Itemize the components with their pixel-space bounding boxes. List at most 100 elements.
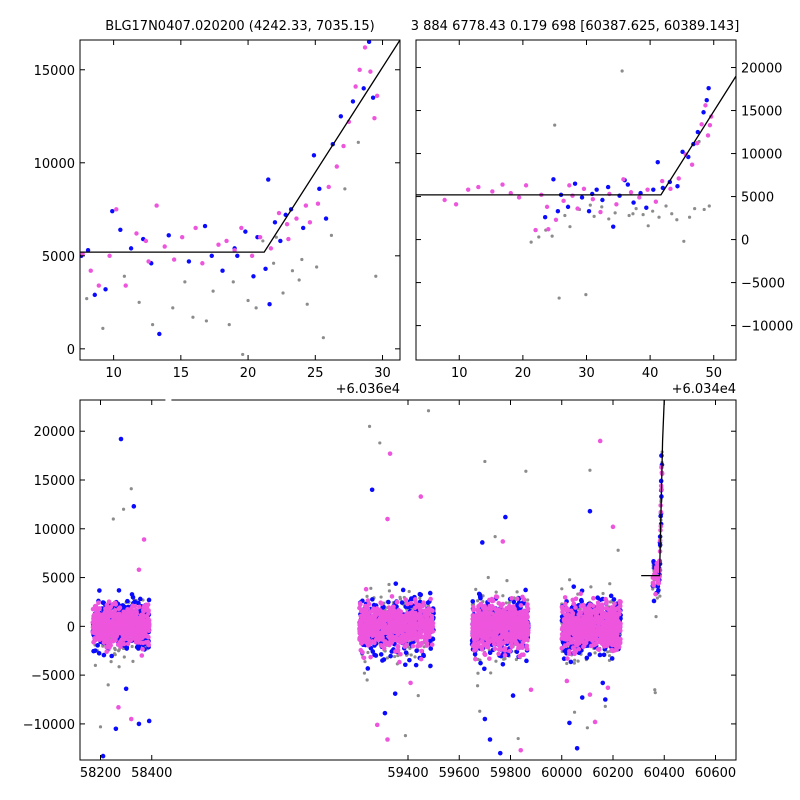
full-light-curve-magenta-point [430, 629, 436, 634]
zoom-right-ytick-label: 20000 [741, 62, 782, 77]
zoom-left-gray-point [290, 269, 295, 273]
full-light-curve-gray-point [606, 650, 610, 654]
full-light-curve-gray-outlier [416, 694, 420, 698]
full-light-curve-magenta-point [96, 600, 101, 606]
full-light-curve-magenta-point [391, 607, 397, 613]
full-light-curve-magenta-point [424, 643, 430, 648]
full-light-curve-magenta-point [485, 638, 491, 644]
full-light-curve-magenta-point [493, 607, 499, 613]
zoom-right-blue-point [701, 110, 706, 115]
full-light-curve-magenta-point [366, 614, 372, 619]
full-light-curve-gray-point [131, 659, 135, 664]
full-light-curve-magenta-point [361, 655, 367, 661]
full-light-curve-magenta-point [138, 621, 144, 627]
zoom-left-magenta-point [179, 235, 185, 240]
full-light-curve-magenta-point [395, 644, 401, 649]
zoom-right-blue-point [605, 184, 611, 190]
full-light-curve-blue-outlier [392, 691, 398, 696]
zoom-left-magenta-point [171, 257, 177, 262]
zoom-left-blue-point [366, 40, 372, 45]
full-light-curve-magenta-point [573, 596, 579, 602]
full-light-curve-magenta-point [403, 597, 409, 602]
zoom-right-magenta-point [544, 204, 550, 210]
full-light-curve-magenta-point [357, 601, 363, 606]
full-light-curve-blue-point [399, 600, 405, 605]
full-light-curve-magenta-point [141, 609, 146, 615]
full-light-curve-gray-point [505, 579, 509, 583]
zoom-left-magenta-point [249, 253, 255, 259]
full-light-curve-gray-outlier [616, 548, 620, 552]
zoom-left-magenta-point [357, 67, 362, 72]
full-light-curve-blue-outlier [146, 718, 152, 724]
full-light-curve-blue-point [388, 653, 393, 659]
full-light-curve-magenta-point [521, 597, 527, 602]
full-light-curve-magenta-point [501, 640, 506, 646]
full-light-curve-blue-point [482, 666, 487, 672]
full-light-curve-magenta-point [401, 618, 406, 624]
full-light-curve-blue-point [97, 588, 102, 593]
full-light-curve-magenta-point [502, 652, 508, 658]
full-light-curve-gray-outlier [129, 487, 133, 491]
full-light-curve-magenta-point [121, 624, 127, 629]
full-light-curve-blue-point [608, 593, 614, 599]
full-light-curve-magenta-point [410, 629, 416, 635]
full-light-curve-magenta-point [364, 610, 370, 616]
full-light-curve-blue-point [409, 596, 414, 601]
zoom-left-blue-point [128, 246, 134, 251]
full-light-curve-magenta-point [511, 632, 517, 638]
zoom-right-magenta-point [707, 122, 713, 128]
zoom-left-blue-point [338, 114, 344, 119]
full-light-curve-magenta-point [112, 601, 118, 606]
full-light-curve-blue-point [595, 595, 600, 600]
full-light-curve-blue-point [472, 651, 478, 657]
zoom-right-magenta-point [476, 184, 481, 190]
full-light-curve-magenta-point [428, 596, 433, 602]
full-light-curve-magenta-point [486, 628, 491, 634]
full-light-curve-blue-outlier [600, 680, 606, 686]
full-light-curve-magenta-point [396, 617, 402, 623]
zoom-right-magenta-point [465, 187, 471, 192]
zoom-left-magenta-point [107, 253, 112, 259]
full-light-curve-magenta-point [613, 617, 618, 623]
zoom-right-blue-point [680, 149, 685, 155]
full-light-curve-blue-outlier [118, 436, 124, 442]
full-light-curve-blue-outlier [136, 721, 142, 727]
full-light-curve-magenta-point [592, 610, 598, 616]
full-light-curve-gray-point [514, 657, 518, 662]
full-light-curve-magenta-point [91, 629, 96, 634]
full-light-curve-gray-point [576, 659, 580, 663]
full-light-curve-magenta-point [588, 643, 594, 649]
zoom-right-gray-point [600, 205, 604, 209]
zoom-right-gray-point [670, 212, 674, 216]
full-light-curve-blue-point [378, 652, 384, 657]
zoom-left-blue-point [251, 274, 256, 279]
full-light-curve-magenta-point [379, 643, 385, 649]
full-light-curve-magenta-point [608, 635, 614, 641]
full-light-curve-gray-point [573, 658, 577, 662]
zoom-left-magenta-point [123, 283, 128, 288]
zoom-right-magenta-point [660, 178, 665, 184]
full-light-curve-magenta-point [501, 617, 506, 622]
full-light-curve-blue-outlier [369, 487, 375, 493]
zoom-right-blue-point [704, 98, 709, 103]
full-light-curve-gray-point [515, 590, 519, 594]
full-light-curve-magenta-point [559, 645, 565, 651]
full-light-curve-gray-point [398, 595, 402, 599]
zoom-right-xtick-label: 20 [515, 366, 532, 381]
full-light-curve-magenta-point [360, 649, 365, 655]
zoom-right-plot-area [416, 69, 736, 300]
zoom-right-xtick-label: 50 [705, 366, 722, 381]
full-light-curve-magenta-point [614, 647, 619, 653]
full-light-curve-magenta-point [612, 611, 618, 616]
full-light-curve-blue-outlier [603, 697, 608, 702]
full-light-curve-blue-point [132, 599, 138, 605]
full-light-curve-magenta-point [92, 604, 98, 609]
zoom-left-gray-point [231, 280, 235, 284]
zoom-right-gray-point [682, 239, 686, 243]
full-light-curve-blue-point [129, 592, 135, 597]
zoom-right-magenta-point [621, 177, 626, 182]
zoom-left-ytick-label: 10000 [34, 157, 75, 172]
full-light-curve-blue-point [136, 600, 141, 606]
zoom-right-gray-point [687, 215, 692, 219]
zoom-left-xtick-label: 20 [240, 366, 257, 381]
